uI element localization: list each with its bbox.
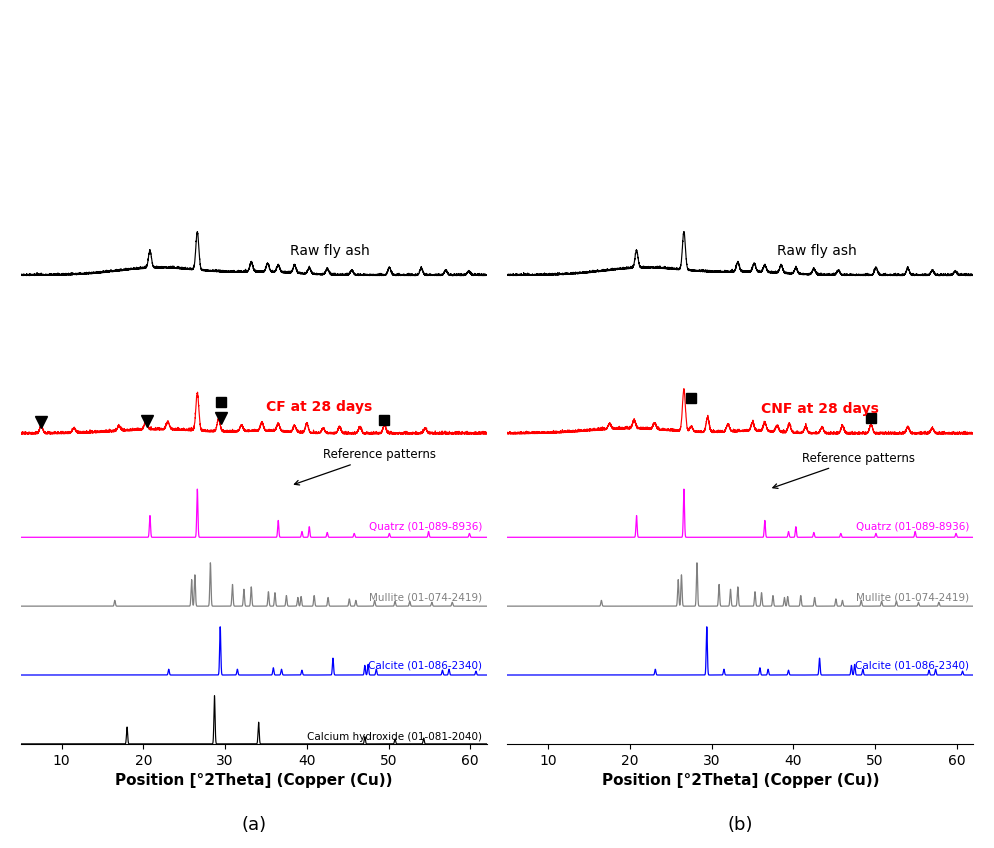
Text: Quatrz (01-089-8936): Quatrz (01-089-8936) (369, 522, 482, 532)
X-axis label: Position [°2Theta] (Copper (Cu)): Position [°2Theta] (Copper (Cu)) (601, 773, 879, 788)
Text: Calcite (01-086-2340): Calcite (01-086-2340) (855, 661, 969, 671)
Text: (b): (b) (728, 816, 753, 834)
Text: Raw fly ash: Raw fly ash (777, 243, 857, 258)
Text: (a): (a) (242, 816, 266, 834)
Text: CNF at 28 days: CNF at 28 days (760, 401, 879, 416)
Text: Calcium hydroxide (01-081-2040): Calcium hydroxide (01-081-2040) (307, 733, 482, 743)
Text: Mullite (01-074-2419): Mullite (01-074-2419) (370, 592, 482, 602)
X-axis label: Position [°2Theta] (Copper (Cu)): Position [°2Theta] (Copper (Cu)) (115, 773, 393, 788)
Text: Reference patterns: Reference patterns (773, 452, 914, 488)
Text: Mullite (01-074-2419): Mullite (01-074-2419) (856, 592, 969, 602)
Text: Calcite (01-086-2340): Calcite (01-086-2340) (369, 661, 482, 671)
Text: Quatrz (01-089-8936): Quatrz (01-089-8936) (856, 522, 969, 532)
Text: CF at 28 days: CF at 28 days (266, 400, 372, 415)
Text: Raw fly ash: Raw fly ash (290, 243, 370, 258)
Text: Reference patterns: Reference patterns (294, 448, 436, 485)
